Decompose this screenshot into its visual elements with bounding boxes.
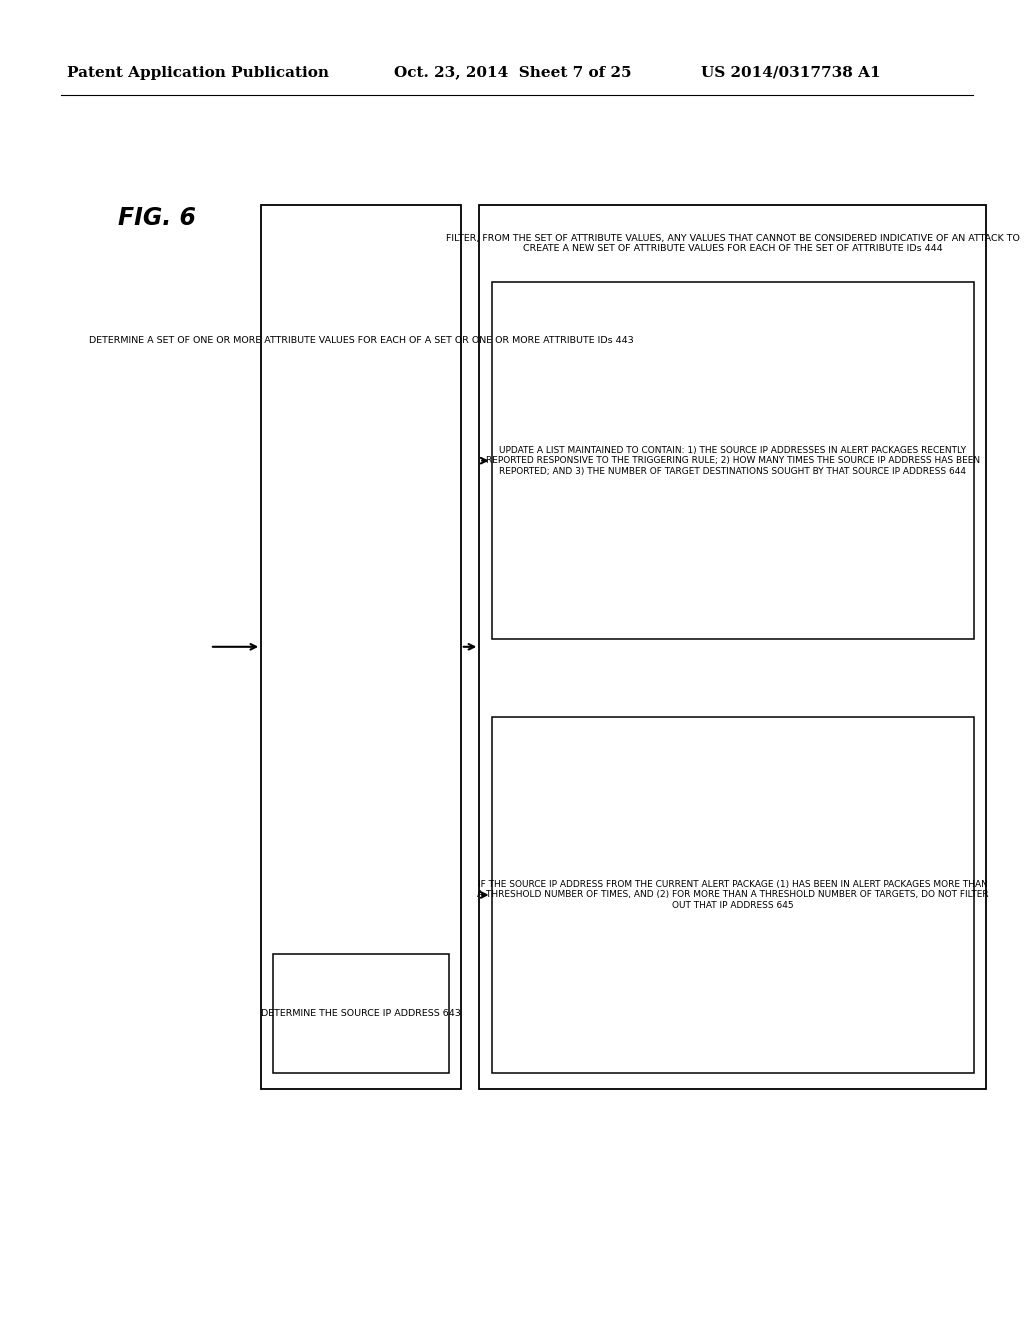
Text: IF THE SOURCE IP ADDRESS FROM THE CURRENT ALERT PACKAGE (1) HAS BEEN IN ALERT PA: IF THE SOURCE IP ADDRESS FROM THE CURREN… [477, 880, 988, 909]
Text: US 2014/0317738 A1: US 2014/0317738 A1 [701, 66, 881, 79]
Text: FIG. 6: FIG. 6 [118, 206, 196, 230]
Bar [273, 954, 449, 1073]
Bar [479, 205, 986, 1089]
Text: DETERMINE A SET OF ONE OR MORE ATTRIBUTE VALUES FOR EACH OF A SET OR ONE OR MORE: DETERMINE A SET OF ONE OR MORE ATTRIBUTE… [89, 337, 633, 345]
Bar [492, 282, 974, 639]
Text: DETERMINE THE SOURCE IP ADDRESS 643: DETERMINE THE SOURCE IP ADDRESS 643 [261, 1010, 461, 1018]
Text: Patent Application Publication: Patent Application Publication [67, 66, 329, 79]
Text: UPDATE A LIST MAINTAINED TO CONTAIN: 1) THE SOURCE IP ADDRESSES IN ALERT PACKAGE: UPDATE A LIST MAINTAINED TO CONTAIN: 1) … [485, 446, 980, 475]
Text: Oct. 23, 2014  Sheet 7 of 25: Oct. 23, 2014 Sheet 7 of 25 [394, 66, 632, 79]
Text: FILTER, FROM THE SET OF ATTRIBUTE VALUES, ANY VALUES THAT CANNOT BE CONSIDERED I: FILTER, FROM THE SET OF ATTRIBUTE VALUES… [445, 234, 1020, 253]
Bar [492, 717, 974, 1073]
Bar [261, 205, 461, 1089]
